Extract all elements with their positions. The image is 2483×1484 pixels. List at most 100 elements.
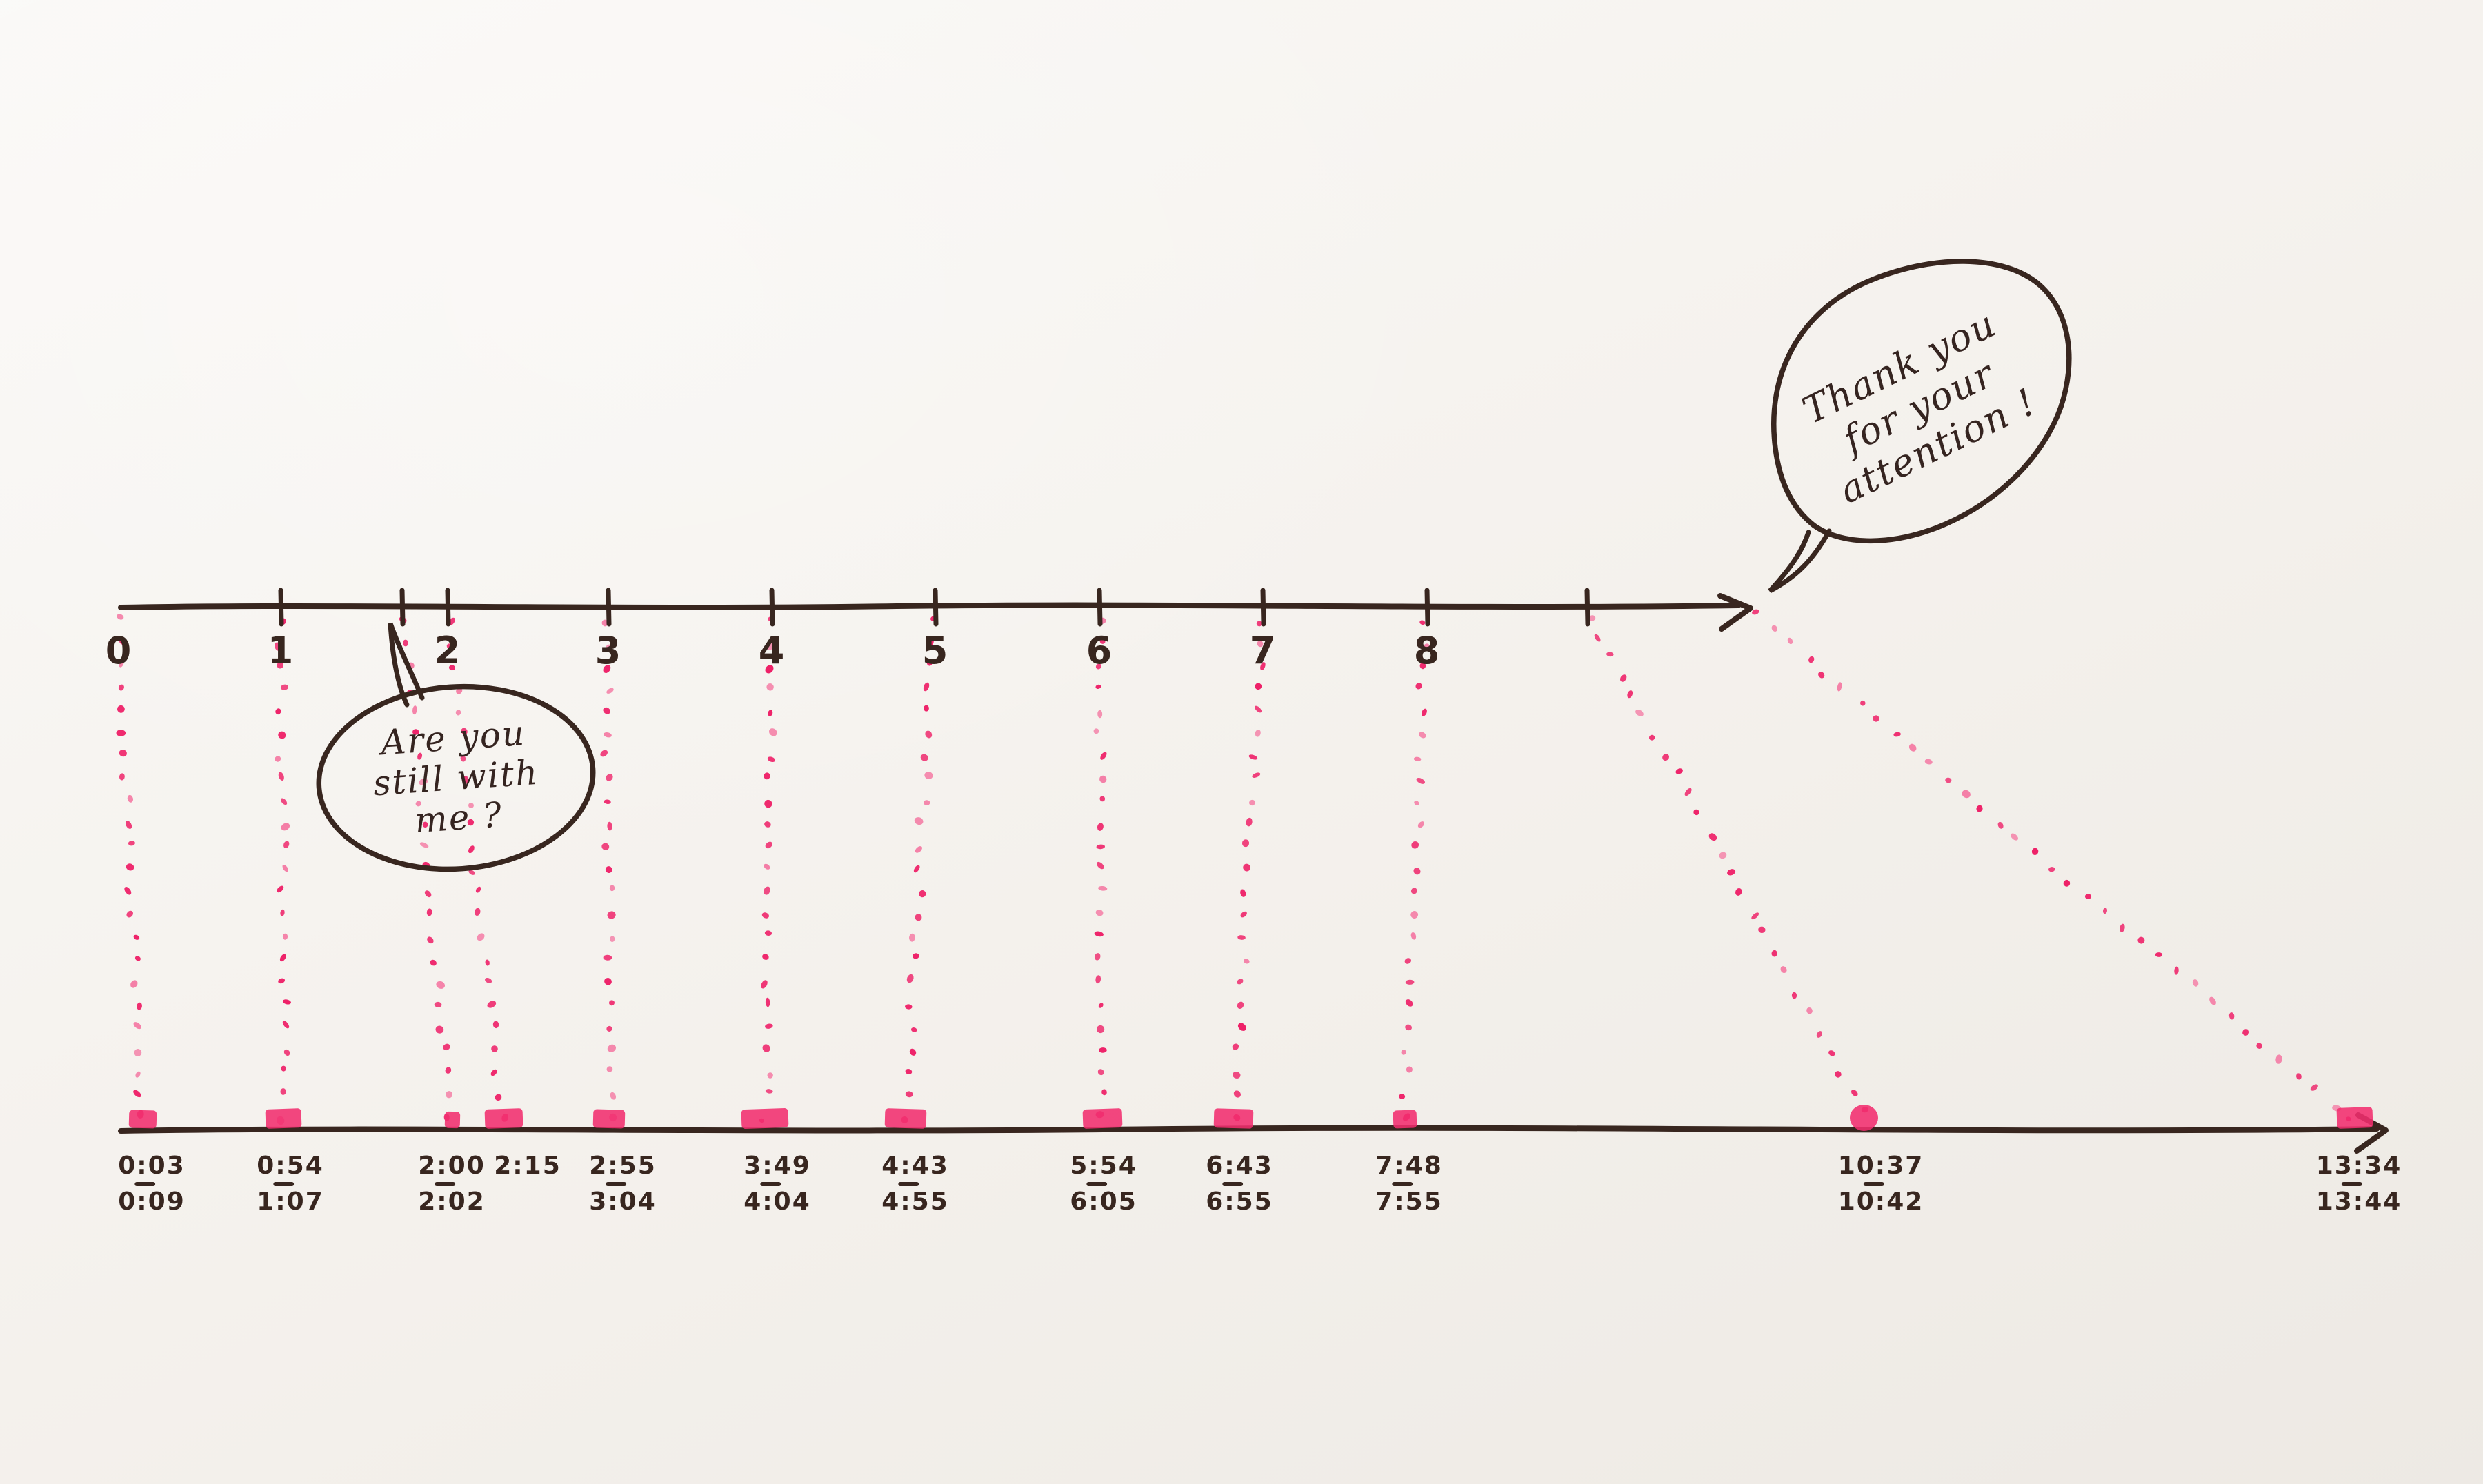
trail-dot [1413,868,1421,875]
trail-dot [2120,923,2125,932]
dotted-trail [1399,620,1430,1121]
trail-dot [1771,625,1777,632]
trail-dot [436,981,446,989]
question-bubble-tail [388,622,425,708]
trail-dot [116,730,126,736]
trail-dot [1675,768,1683,774]
trail-dot [117,705,125,713]
trail-dot [1416,777,1425,784]
time-start: 10:37 [1837,1152,1924,1180]
trail-dot [1976,805,1983,812]
trail-dot [765,665,774,674]
trail-dot [1237,1023,1246,1031]
trail-dot [1806,1007,1813,1014]
trail-dot [1240,889,1246,897]
trail-dot [1422,708,1427,716]
top-axis-numeral: 5 [921,629,949,672]
trail-dot [119,638,126,645]
range-dash [2342,1182,2362,1186]
trail-dot [909,1048,917,1056]
top-axis-tick [399,588,406,627]
highlight-mark [265,1108,302,1129]
trail-dot [468,870,475,875]
highlight-mark [2336,1107,2373,1129]
trail-dot [1816,1031,1822,1038]
trail-dot [282,999,291,1005]
trail-dot [609,885,615,892]
top-arrowhead-icon [1717,593,1753,632]
trail-dot [1405,999,1413,1007]
trail-dot [1410,888,1417,894]
trail-dot [1248,754,1258,760]
trail-dot [134,956,141,961]
trail-dot [1232,1043,1239,1050]
time-start: 13:34 [2315,1152,2402,1180]
trail-dot [280,684,289,690]
trail-dot [764,863,770,870]
trail-dot [1233,1072,1241,1079]
trail-dot [926,659,933,666]
trail-dot [1808,656,1815,663]
trail-dot [2048,867,2055,872]
time-start: 2:00 [418,1152,486,1180]
trail-dot [915,914,922,921]
trail-dot [1237,935,1246,940]
trail-dot [124,887,132,895]
thanks-bubble-outline [1771,259,2072,543]
trail-dot [1095,975,1101,984]
trail-dot [1594,634,1601,642]
trail-dot [2102,908,2108,914]
top-axis-tick [1584,588,1590,627]
trail-dot [2310,1084,2318,1091]
range-dash [605,1182,626,1186]
trail-dot [1410,932,1417,940]
trail-dot [1828,1050,1835,1056]
top-axis-tick [1424,588,1430,627]
trail-dot [1752,609,1759,615]
dotted-trail [1093,617,1108,1119]
trail-dot [908,933,915,942]
trail-dot [1249,799,1255,806]
time-range-label: 13:34 13:44 [2316,1153,2402,1215]
trail-dot [607,1044,617,1052]
trail-dot [283,1049,290,1056]
trail-dot [769,728,777,736]
trail-dot [1095,684,1101,689]
trail-dot [905,1091,913,1098]
trail-dot [915,846,922,853]
trail-dot [119,773,125,781]
trail-dot [275,756,281,762]
trail-dot [768,710,773,716]
trail-dot [1256,621,1262,627]
time-end: 2:02 [418,1187,486,1216]
trail-dot [1095,909,1104,916]
trail-dot [607,821,612,831]
trail-dot [761,980,768,989]
top-axis-tick [606,588,612,627]
time-range-label: 10:37 10:42 [1838,1153,1924,1215]
trail-dot [135,1071,141,1078]
trail-dot [490,1069,497,1076]
trail-dot [603,707,610,714]
trail-dot [487,1001,497,1008]
top-axis-numeral: 8 [1413,629,1441,672]
trail-dot [767,1072,773,1079]
trail-dot [1417,821,1424,828]
trail-dot [1405,979,1415,985]
trail-dot [1424,643,1430,650]
trail-dot [1419,662,1426,670]
trail-dot [281,823,290,831]
trail-dot [1095,663,1101,670]
trail-dot [1997,821,2004,829]
trail-dot [1093,728,1099,734]
time-end: 6:55 [1206,1187,1273,1216]
trail-dot [1413,756,1422,761]
trail-dot [424,890,432,898]
trail-dot [412,729,419,735]
time-start: 7:48 [1375,1152,1443,1180]
trail-dot [133,1022,141,1030]
trail-dot [1771,950,1777,957]
trail-dot [767,756,776,763]
time-range-label: 3:49 4:04 [744,1153,811,1215]
